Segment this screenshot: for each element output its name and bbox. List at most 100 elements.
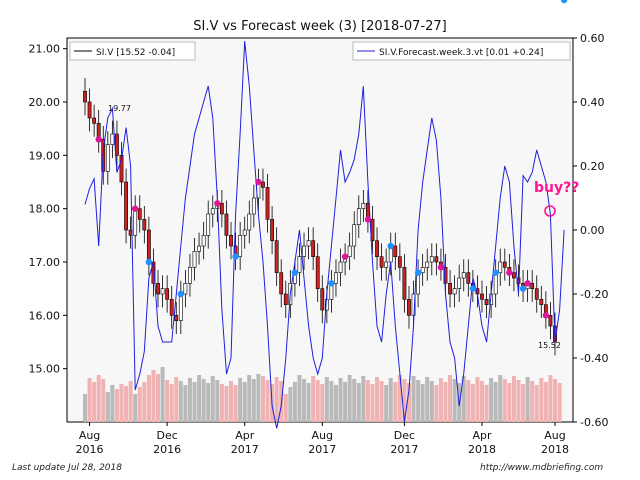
candle-body xyxy=(279,272,284,295)
legend-left: SI.V [15.52 -0.04] xyxy=(69,41,196,61)
footer-url: http://www.mdbriefing.com xyxy=(480,463,604,473)
candle-body xyxy=(274,240,279,273)
candle-body xyxy=(434,256,439,263)
candle-body xyxy=(338,261,343,273)
volume-bar xyxy=(133,394,138,422)
candle-body xyxy=(251,197,256,215)
x-axis-year-label: 2016 xyxy=(153,443,181,456)
volume-bar xyxy=(530,381,535,422)
volume-bar xyxy=(438,378,443,422)
left-axis-label: 21.00 xyxy=(29,43,61,56)
buy-marker xyxy=(145,258,153,266)
sell-marker xyxy=(95,136,102,143)
candle-body xyxy=(375,240,379,257)
volume-bar xyxy=(260,376,265,422)
buy-marker xyxy=(560,0,568,4)
candle-body xyxy=(429,256,434,263)
right-axis-label: -0.20 xyxy=(580,288,608,301)
volume-bar xyxy=(288,387,293,422)
volume-bar xyxy=(379,381,384,422)
buy-marker xyxy=(469,285,477,292)
volume-bar xyxy=(347,375,352,422)
candle-body xyxy=(484,299,489,305)
right-axis-label: 0.40 xyxy=(580,96,605,109)
candle-body xyxy=(461,272,466,279)
volume-bar xyxy=(302,379,307,422)
candle-body xyxy=(160,288,165,295)
volume-bar xyxy=(265,380,270,422)
volume-bar xyxy=(124,386,129,422)
candle-body xyxy=(502,261,507,268)
volume-bar xyxy=(539,378,544,422)
candle-body xyxy=(420,267,425,273)
sell-marker xyxy=(542,312,550,319)
buy-marker xyxy=(177,290,185,298)
candle-body xyxy=(512,272,516,279)
sell-marker xyxy=(364,216,372,223)
volume-bar xyxy=(479,381,484,422)
volume-bar xyxy=(192,382,197,422)
left-axis-label: 16.00 xyxy=(29,309,61,322)
candle-body xyxy=(457,277,462,289)
volume-bar xyxy=(197,375,202,422)
candle-body xyxy=(356,208,361,225)
volume-bar xyxy=(156,374,161,422)
plot-area xyxy=(66,37,574,423)
candle-body xyxy=(379,256,384,268)
candle-body xyxy=(146,229,151,263)
buy-marker xyxy=(492,269,499,276)
volume-bar xyxy=(224,386,229,422)
buy-marker xyxy=(328,280,335,287)
volume-bar xyxy=(297,375,302,422)
volume-bar xyxy=(215,380,220,422)
x-axis-month-label: Dec xyxy=(394,429,415,442)
candle-body xyxy=(352,224,357,247)
volume-bar xyxy=(178,381,183,422)
volume-bar xyxy=(406,383,411,422)
volume-bar xyxy=(548,375,553,422)
legend-right-box xyxy=(352,41,571,61)
volume-bar xyxy=(324,377,329,422)
volume-bar xyxy=(470,384,475,422)
volume-bar xyxy=(502,379,507,422)
volume-bar xyxy=(493,382,498,422)
volume-bar xyxy=(274,377,279,422)
x-axis-year-label: 2017 xyxy=(308,443,336,456)
x-axis-month-label: Apr xyxy=(235,429,255,442)
x-axis-month-label: Aug xyxy=(544,429,565,442)
candle-body xyxy=(361,203,366,209)
volume-bar xyxy=(365,380,370,422)
candle-body xyxy=(393,245,398,257)
right-axis-label: -0.60 xyxy=(580,416,608,429)
left-axis-label: 15.00 xyxy=(29,363,61,376)
volume-bar xyxy=(306,383,311,422)
candle-body xyxy=(407,299,411,316)
volume-bar xyxy=(393,382,398,422)
volume-bar xyxy=(443,382,448,422)
axes: 15.00 16.00 17.00 18.00 19.00 20.00 21.00 -0.60… xyxy=(29,32,609,456)
volume-bar xyxy=(388,378,393,422)
volume-bar xyxy=(247,375,252,422)
candle-body xyxy=(206,213,211,236)
volume-bar xyxy=(187,378,192,422)
buy-marker xyxy=(414,269,422,276)
volume-bar xyxy=(370,384,375,422)
candle-body xyxy=(539,299,544,305)
volume-bar xyxy=(489,378,494,422)
volume-bar xyxy=(142,382,147,422)
volume-bar xyxy=(434,385,439,422)
volume-bar xyxy=(110,385,115,422)
volume-bar xyxy=(283,394,288,422)
candle-body xyxy=(283,293,288,305)
volume-bar xyxy=(338,378,343,422)
volume-bar xyxy=(397,375,402,422)
volume-bar xyxy=(315,380,320,422)
volume-bar xyxy=(206,383,211,422)
candle-body xyxy=(311,240,316,257)
volume-bar xyxy=(333,385,338,422)
volume-bar xyxy=(251,379,256,422)
volume-bar xyxy=(361,376,366,422)
chart-title: SI.V vs Forecast week (3) [2018-07-27] xyxy=(193,19,447,34)
candle-body xyxy=(178,293,183,321)
candle-body xyxy=(238,235,243,257)
